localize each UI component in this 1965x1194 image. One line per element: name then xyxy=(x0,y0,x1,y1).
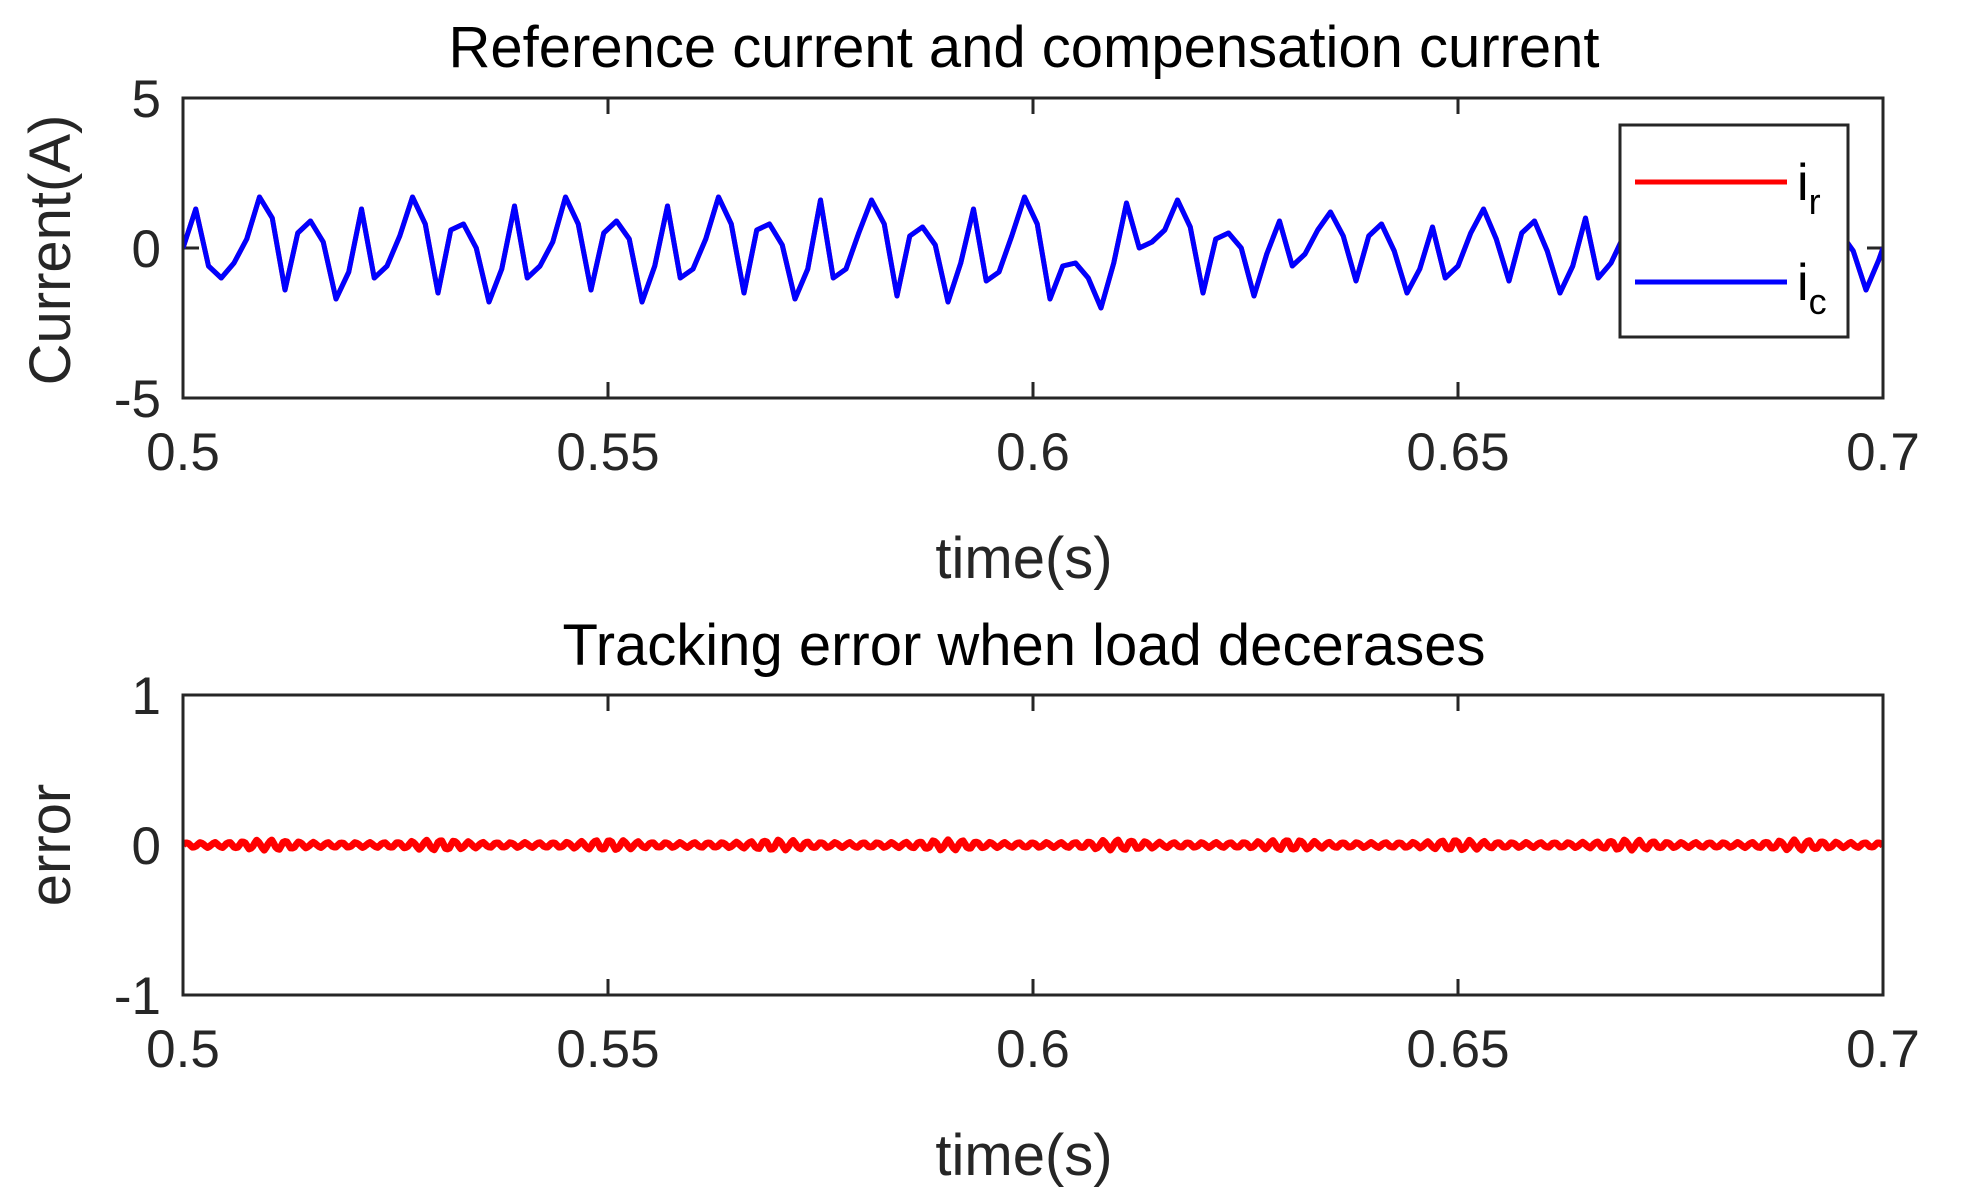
current-chart-y-label: Current(A) xyxy=(18,115,83,386)
error-chart: Tracking error when load decerases -101 … xyxy=(18,613,1920,1188)
current-chart: Reference current and compensation curre… xyxy=(18,15,1920,591)
current-chart-y-tick-label: 5 xyxy=(132,70,161,129)
current-chart-series-ic xyxy=(183,194,1883,311)
error-chart-axes-box xyxy=(181,693,1885,997)
current-chart-y-tick-label: -5 xyxy=(114,370,161,429)
current-chart-title: Reference current and compensation curre… xyxy=(449,15,1600,80)
error-chart-x-tick-label: 0.5 xyxy=(146,1020,220,1079)
error-chart-y-tick-labels: -1 0 1 xyxy=(114,667,161,1026)
error-chart-x-tick-label: 0.7 xyxy=(1846,1020,1920,1079)
current-chart-x-tick-label: 0.5 xyxy=(146,423,220,482)
current-chart-x-tick-label: 0.55 xyxy=(556,423,659,482)
error-chart-x-tick-labels: 0.5 0.55 0.6 0.65 0.7 xyxy=(146,1020,1920,1079)
current-chart-x-tick-label: 0.65 xyxy=(1406,423,1509,482)
current-chart-x-tick-labels: 0.5 0.55 0.6 0.65 0.7 xyxy=(146,423,1920,482)
error-chart-title: Tracking error when load decerases xyxy=(562,613,1485,678)
legend-label-ic: ic xyxy=(1797,254,1827,322)
legend-box xyxy=(1618,123,1850,339)
legend-label-ir: ir xyxy=(1797,154,1821,222)
current-chart-series xyxy=(183,194,1883,311)
error-chart-y-tick-label: 0 xyxy=(132,817,161,876)
error-chart-x-tick-label: 0.65 xyxy=(1406,1020,1509,1079)
error-chart-y-label: error xyxy=(18,784,83,906)
legend: ir ic xyxy=(1618,123,1850,339)
error-chart-series xyxy=(183,836,1883,854)
error-chart-series-error xyxy=(183,836,1883,854)
error-chart-x-tick-label: 0.55 xyxy=(556,1020,659,1079)
current-chart-x-label: time(s) xyxy=(935,526,1112,591)
current-chart-y-tick-labels: -5 0 5 xyxy=(114,70,161,429)
error-chart-y-tick-label: -1 xyxy=(114,967,161,1026)
current-chart-axes-box xyxy=(181,96,1885,400)
current-chart-y-tick-label: 0 xyxy=(132,220,161,279)
error-chart-x-tick-label: 0.6 xyxy=(996,1020,1070,1079)
error-chart-x-label: time(s) xyxy=(935,1123,1112,1188)
current-chart-x-tick-label: 0.6 xyxy=(996,423,1070,482)
error-chart-y-tick-label: 1 xyxy=(132,667,161,726)
current-chart-x-tick-label: 0.7 xyxy=(1846,423,1920,482)
